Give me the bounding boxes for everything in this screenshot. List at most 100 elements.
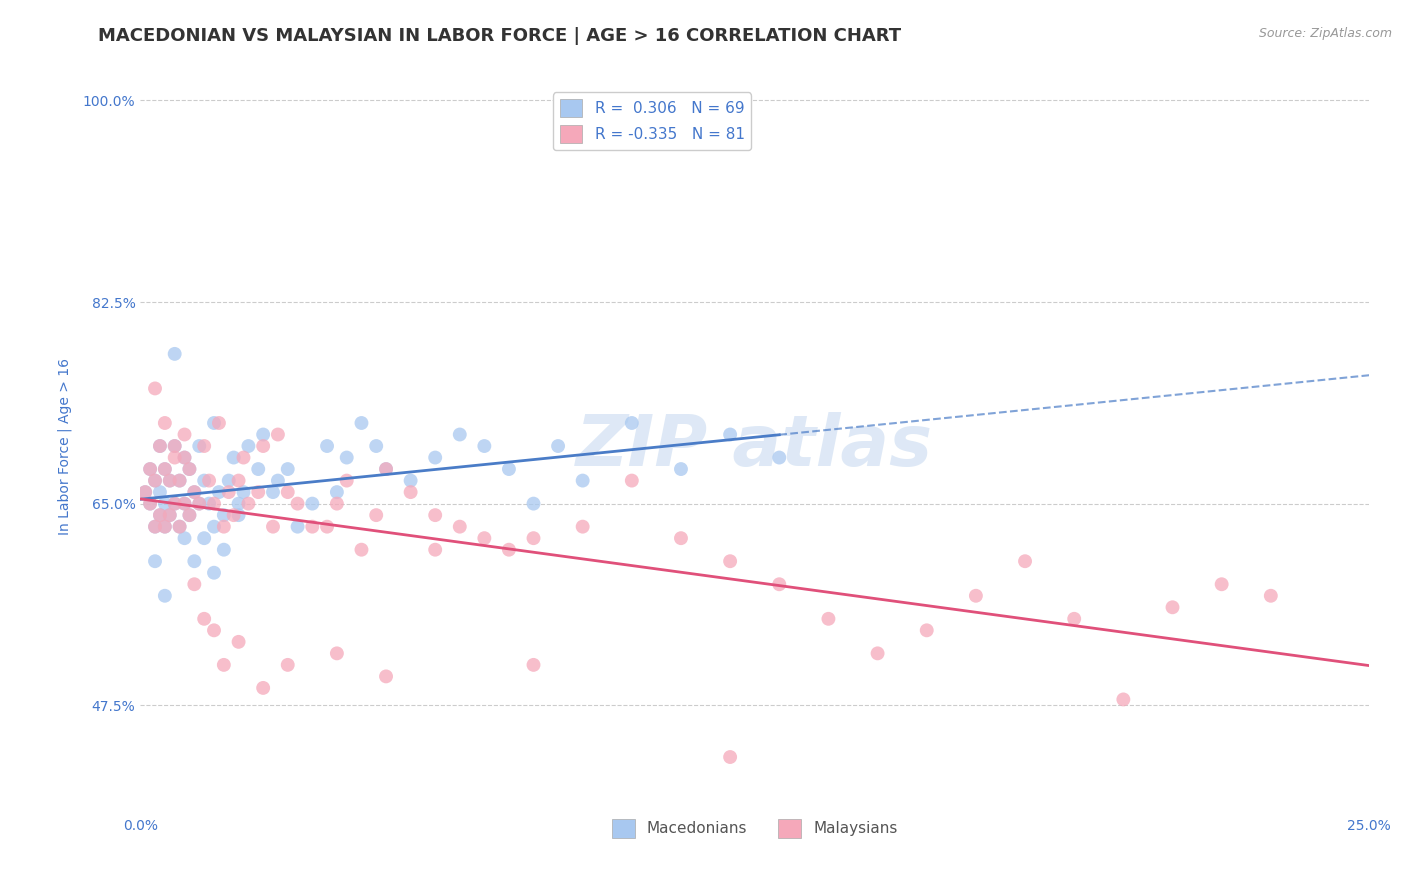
Point (817, 612, 839, 626)
Point (571, 519, 593, 533)
Point (277, 485, 299, 500)
Point (173, 497, 195, 511)
Point (350, 416, 373, 430)
Point (498, 542, 520, 557)
Point (149, 485, 172, 500)
Point (228, 635, 250, 649)
Point (139, 462, 162, 476)
Point (153, 416, 176, 430)
Point (1063, 612, 1085, 626)
Point (620, 416, 643, 430)
Point (188, 497, 211, 511)
Point (143, 519, 166, 533)
Point (202, 519, 225, 533)
Point (375, 462, 398, 476)
Point (866, 646, 889, 660)
Point (238, 439, 260, 453)
Point (718, 427, 741, 442)
Point (326, 646, 349, 660)
Point (183, 485, 205, 500)
Legend: Macedonians, Malaysians: Macedonians, Malaysians (606, 813, 904, 844)
Point (169, 474, 191, 488)
Text: MACEDONIAN VS MALAYSIAN IN LABOR FORCE | AGE > 16 CORRELATION CHART: MACEDONIAN VS MALAYSIAN IN LABOR FORCE |… (98, 27, 901, 45)
Point (212, 657, 235, 672)
Point (669, 462, 692, 476)
Point (472, 439, 495, 453)
Point (183, 485, 205, 500)
Point (522, 497, 544, 511)
Point (326, 485, 349, 500)
Point (375, 669, 398, 683)
Point (252, 439, 274, 453)
Point (179, 508, 201, 523)
Point (267, 427, 290, 442)
Point (247, 485, 270, 500)
Point (301, 519, 323, 533)
Point (173, 450, 195, 465)
Point (153, 462, 176, 476)
Point (153, 589, 176, 603)
Point (212, 542, 235, 557)
Point (159, 474, 181, 488)
Point (212, 519, 235, 533)
Point (173, 497, 195, 511)
Point (425, 450, 447, 465)
Point (163, 450, 186, 465)
Point (169, 519, 191, 533)
Point (218, 474, 240, 488)
Point (399, 474, 422, 488)
Point (212, 508, 235, 523)
Point (449, 519, 471, 533)
Point (1211, 577, 1233, 591)
Point (202, 624, 225, 638)
Point (262, 519, 284, 533)
Point (366, 508, 388, 523)
Point (336, 474, 359, 488)
Point (498, 462, 520, 476)
Point (208, 416, 231, 430)
Point (163, 439, 186, 453)
Text: ZIP atlas: ZIP atlas (576, 411, 934, 481)
Point (336, 450, 359, 465)
Point (238, 497, 260, 511)
Point (425, 542, 447, 557)
Point (399, 485, 422, 500)
Point (143, 519, 166, 533)
Point (228, 508, 250, 523)
Point (163, 497, 186, 511)
Point (232, 485, 254, 500)
Point (202, 416, 225, 430)
Point (169, 474, 191, 488)
Point (768, 577, 790, 591)
Point (287, 497, 309, 511)
Point (149, 508, 172, 523)
Point (159, 508, 181, 523)
Point (169, 519, 191, 533)
Point (139, 497, 162, 511)
Point (267, 474, 290, 488)
Point (149, 439, 172, 453)
Point (571, 474, 593, 488)
Point (262, 485, 284, 500)
Point (1112, 692, 1135, 706)
Point (228, 497, 250, 511)
Point (163, 497, 186, 511)
Point (547, 439, 569, 453)
Point (1260, 589, 1282, 603)
Point (153, 519, 176, 533)
Point (153, 497, 176, 511)
Point (149, 439, 172, 453)
Point (153, 519, 176, 533)
Point (153, 462, 176, 476)
Point (326, 497, 349, 511)
Point (252, 427, 274, 442)
Point (179, 508, 201, 523)
Point (208, 485, 231, 500)
Point (188, 497, 211, 511)
Point (277, 462, 299, 476)
Point (173, 531, 195, 545)
Point (316, 439, 339, 453)
Text: Source: ZipAtlas.com: Source: ZipAtlas.com (1258, 27, 1392, 40)
Point (472, 531, 495, 545)
Point (965, 589, 987, 603)
